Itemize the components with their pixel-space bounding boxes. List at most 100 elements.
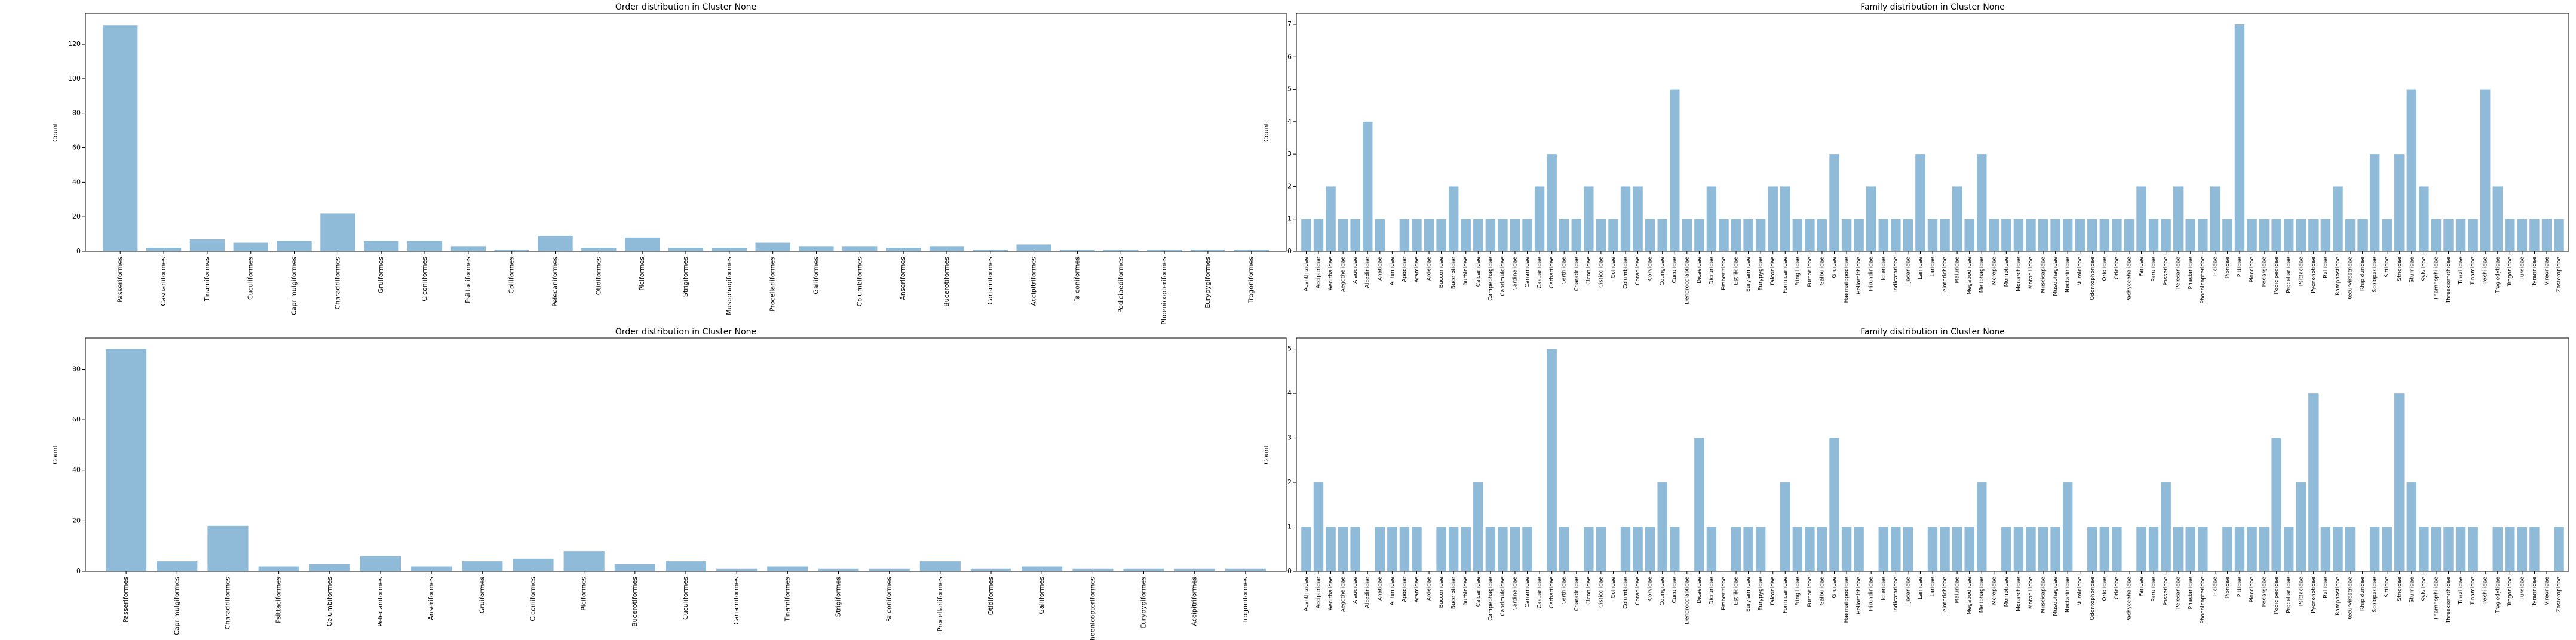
bar: [2529, 219, 2540, 251]
x-tick-label: Acanthizidae: [1304, 577, 1310, 611]
x-tick-label: Procellariidae: [2286, 257, 2292, 293]
y-tick-label: 5: [1287, 85, 1292, 93]
y-tick-label: 80: [72, 365, 81, 373]
x-tick-label: Podicipedidae: [2274, 257, 2280, 294]
x-tick-label: Cotingidae: [1660, 257, 1666, 286]
bar: [2468, 527, 2478, 571]
x-tick-label: Otidiformes: [594, 257, 602, 295]
bar: [1436, 527, 1446, 571]
x-tick-label: Phoenicopteriformes: [1088, 577, 1096, 640]
bar: [1301, 527, 1311, 571]
x-tick-label: Gruidae: [1832, 257, 1838, 278]
bar: [2357, 219, 2368, 251]
x-tick-label: Piciformes: [638, 257, 646, 291]
bar: [2406, 89, 2417, 252]
x-tick-label: Laridae: [1930, 577, 1936, 597]
x-tick-label: Passeridae: [2163, 257, 2169, 286]
x-tick-label: Zosteropidae: [2556, 257, 2562, 293]
x-tick-label: Eurypygiformes: [1204, 257, 1212, 309]
bar: [2394, 154, 2405, 251]
x-tick-label: Timaliidae: [2458, 257, 2464, 285]
x-tick-label: Picidae: [2212, 257, 2218, 276]
x-tick-label: Furnariidae: [1807, 257, 1813, 287]
bar: [1657, 482, 1667, 571]
bar: [1755, 527, 1766, 571]
bar: [1645, 527, 1655, 571]
bar: [1633, 186, 1643, 251]
x-tick-label: Paridae: [2139, 577, 2145, 597]
x-tick-label: Aegithalidae: [1328, 257, 1334, 291]
x-tick-label: Burhinidae: [1463, 257, 1469, 286]
y-tick-label: 20: [72, 213, 81, 220]
x-tick-label: Caprimulgidae: [1500, 577, 1506, 616]
bar: [2247, 527, 2257, 571]
y-tick-label: 0: [76, 247, 81, 255]
x-tick-label: Cariamidae: [1525, 577, 1531, 608]
x-tick-label: Cariamiformes: [986, 257, 994, 305]
bar: [2259, 219, 2270, 251]
x-tick-label: Cuculidae: [1672, 257, 1678, 284]
bar: [1866, 186, 1876, 251]
x-tick-label: Motacillidae: [2028, 257, 2034, 289]
x-tick-label: Psittaciformes: [464, 257, 472, 303]
bar: [1817, 219, 1827, 251]
x-tick-label: Pelecaniformes: [551, 257, 559, 307]
x-tick-label: Psittacidae: [2298, 577, 2304, 607]
x-tick-label: Rallidae: [2323, 577, 2329, 598]
bar: [309, 564, 350, 571]
y-tick-label: 40: [72, 178, 81, 186]
bar: [563, 551, 605, 571]
x-tick-label: Eurypygidae: [1758, 577, 1764, 611]
bar: [2443, 219, 2454, 251]
bar: [2308, 219, 2319, 251]
x-tick-label: Certhiidae: [1562, 257, 1568, 285]
bar: [1313, 482, 1324, 571]
x-tick-label: Sturnidae: [2409, 577, 2415, 603]
bar: [2419, 186, 2429, 251]
x-tick-label: Dicaeidae: [1697, 577, 1703, 604]
bar: [2124, 219, 2135, 251]
bar: [2296, 482, 2307, 571]
y-tick-label: 2: [1287, 182, 1292, 190]
x-tick-label: Tinamiformes: [783, 577, 791, 622]
bar: [2480, 89, 2491, 252]
x-tick-label: Ardeidae: [1427, 577, 1433, 601]
bar: [1547, 154, 1557, 251]
bar: [668, 248, 704, 251]
x-tick-label: Ciconiidae: [1586, 257, 1592, 285]
bar: [2431, 527, 2442, 571]
x-tick-label: Fringillidae: [1795, 257, 1801, 286]
x-tick-label: Bucerotidae: [1451, 577, 1457, 610]
bar: [2198, 219, 2208, 251]
bar: [1694, 438, 1704, 571]
x-tick-label: Phasianidae: [2188, 257, 2194, 290]
bar: [2001, 527, 2011, 571]
x-tick-label: Podicipediformes: [1117, 257, 1124, 313]
bar: [1498, 219, 1508, 251]
x-tick-label: Anatidae: [1377, 577, 1383, 601]
x-tick-label: Meropidae: [1991, 257, 1997, 285]
x-tick-label: Musophagiformes: [725, 257, 733, 315]
x-tick-label: Caprimulgidae: [1500, 257, 1506, 296]
x-tick-label: Pachycephalidae: [2126, 577, 2132, 622]
x-tick-label: Phoenicopteriformes: [1160, 257, 1168, 325]
bar: [233, 242, 268, 251]
bar: [1510, 527, 1520, 571]
bar: [2210, 186, 2221, 251]
x-tick-label: Aramidae: [1414, 577, 1420, 603]
chart-title: Family distribution in Cluster None: [1860, 327, 2005, 337]
x-tick-label: Bucconidae: [1439, 257, 1445, 288]
x-tick-label: Alcedinidae: [1365, 257, 1371, 288]
bar: [2136, 186, 2146, 251]
bar: [1964, 527, 1974, 571]
bar: [106, 349, 147, 571]
x-tick-label: Accipitridae: [1316, 577, 1322, 609]
x-tick-label: Heliornithidae: [1856, 577, 1862, 615]
x-tick-label: Cathartidae: [1549, 577, 1555, 609]
x-tick-label: Strigidae: [2397, 577, 2403, 601]
bar: [1350, 219, 1360, 251]
x-tick-label: Sylviidae: [2421, 257, 2427, 281]
x-tick-label: Haematopodidae: [1844, 257, 1850, 303]
bar: [1571, 219, 1581, 251]
x-tick-label: Fringillidae: [1795, 577, 1801, 606]
